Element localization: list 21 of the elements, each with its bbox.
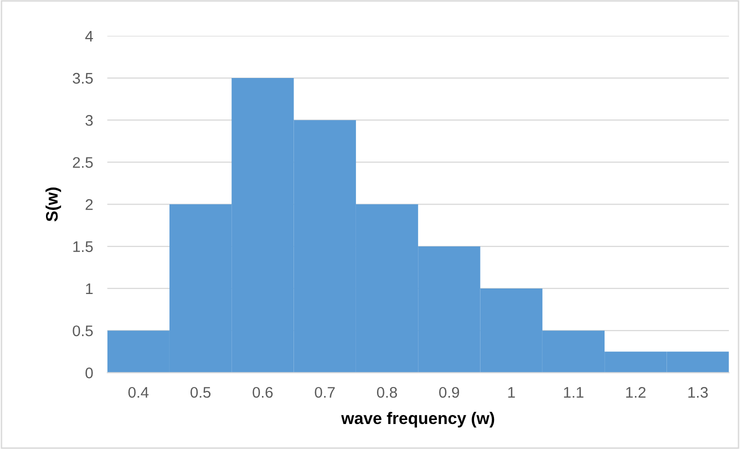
- y-tick-label: 2.5: [72, 157, 93, 168]
- x-tick-label: 0.9: [439, 386, 460, 398]
- x-tick-label: 1.2: [626, 386, 646, 398]
- y-tick-label: 0.5: [72, 325, 93, 336]
- y-tick-label: 3: [86, 114, 93, 126]
- y-tick-label: 0: [86, 368, 93, 378]
- x-tick-label: 0.5: [190, 386, 211, 398]
- x-tick-label: 0.6: [252, 386, 273, 398]
- y-tick-label: 1.5: [73, 241, 93, 252]
- x-axis-title: wave frequency (w): [341, 412, 494, 428]
- x-tick-label: 1.3: [688, 386, 708, 398]
- x-tick-label: 0.4: [128, 386, 149, 398]
- x-tick-label: 0.8: [377, 386, 397, 398]
- y-tick-label: 4: [85, 30, 93, 42]
- x-tick-label: 1: [508, 387, 515, 398]
- y-tick-label: 3.5: [72, 72, 93, 84]
- y-tick-label: 1: [86, 284, 93, 294]
- y-axis-title: S(w): [46, 188, 62, 222]
- x-tick-label: 0.7: [314, 386, 335, 398]
- y-tick-label: 2: [86, 199, 93, 210]
- x-tick-label: 1.1: [564, 387, 584, 398]
